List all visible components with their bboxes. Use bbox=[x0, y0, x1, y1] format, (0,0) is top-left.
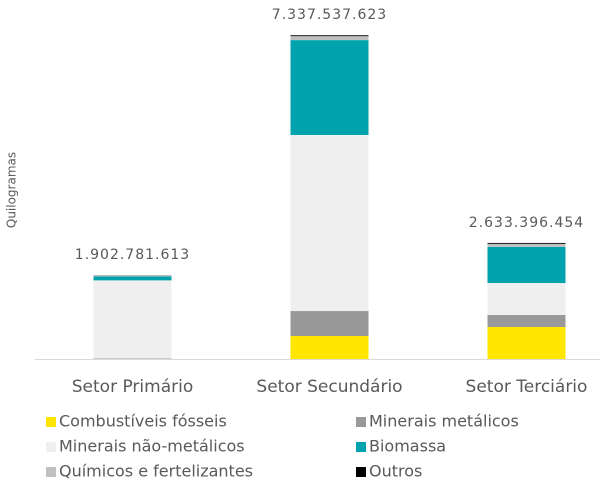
bar-segment bbox=[487, 315, 566, 328]
y-axis-label: Quilogramas bbox=[5, 152, 19, 228]
legend-label: Químicos e fertelizantes bbox=[59, 462, 253, 481]
bar-segment bbox=[290, 336, 369, 359]
x-tick-label: Setor Secundário bbox=[256, 377, 402, 397]
legend-swatch bbox=[46, 442, 56, 452]
legend-swatch bbox=[356, 417, 366, 427]
legend-label: Minerais metálicos bbox=[369, 412, 519, 431]
legend-swatch bbox=[46, 417, 56, 427]
bar-segment bbox=[290, 311, 369, 337]
bar-segment bbox=[93, 275, 172, 277]
legend-label: Combustíveis fósseis bbox=[59, 412, 227, 431]
legend-swatch bbox=[356, 442, 366, 452]
x-tick-label: Setor Primário bbox=[72, 377, 193, 397]
bar-segment bbox=[290, 40, 369, 135]
total-label: 1.902.781.613 bbox=[75, 247, 190, 263]
bar-segment bbox=[487, 242, 566, 244]
bar-segment bbox=[290, 35, 369, 37]
bar-segment bbox=[487, 243, 566, 247]
bar-segment bbox=[93, 276, 172, 281]
bar-segment bbox=[290, 36, 369, 41]
legend-swatch bbox=[46, 467, 56, 477]
legend-swatch bbox=[356, 467, 366, 477]
total-label: 7.337.537.623 bbox=[272, 7, 387, 23]
total-label: 2.633.396.454 bbox=[469, 215, 584, 231]
bar-segment bbox=[93, 280, 172, 359]
bar-segment bbox=[487, 246, 566, 284]
bar-segment bbox=[290, 134, 369, 312]
legend-label: Biomassa bbox=[369, 437, 446, 456]
bar-segment bbox=[487, 327, 566, 359]
legend-label: Outros bbox=[369, 462, 422, 481]
x-tick-label: Setor Terciário bbox=[466, 377, 588, 397]
legend-label: Minerais não-metálicos bbox=[59, 437, 245, 456]
bar-segment bbox=[487, 283, 566, 316]
